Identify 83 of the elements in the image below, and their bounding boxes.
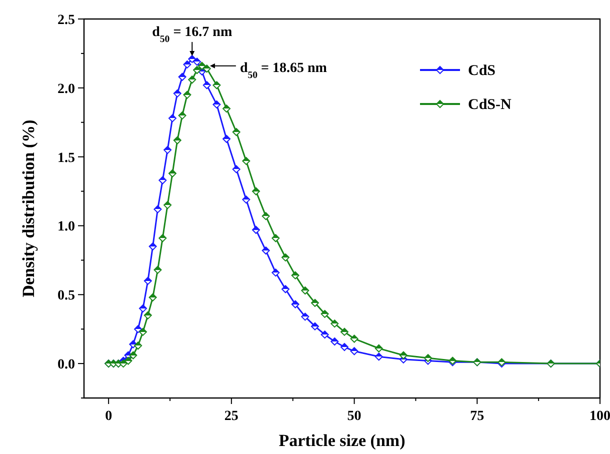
- point: [134, 325, 142, 334]
- x-axis-title: Particle size (nm): [278, 431, 406, 450]
- point: [340, 328, 348, 336]
- point: [129, 351, 138, 360]
- x-tick-label: 100: [590, 409, 610, 424]
- point: [424, 354, 432, 362]
- point: [340, 343, 348, 352]
- point: [212, 100, 221, 108]
- point: [168, 169, 176, 178]
- point: [330, 320, 339, 328]
- point: [272, 268, 280, 277]
- point: [272, 234, 280, 242]
- point: [320, 310, 329, 318]
- point: [320, 330, 329, 339]
- point: [281, 253, 290, 262]
- legend-label: CdS-N: [468, 97, 512, 113]
- point: [138, 304, 147, 312]
- point: [148, 293, 157, 302]
- y-tick-label: 1.5: [58, 150, 75, 166]
- x-tick-label: 75: [470, 409, 484, 424]
- point: [173, 89, 182, 98]
- point: [202, 64, 211, 73]
- point: [310, 298, 319, 307]
- point: [154, 205, 162, 214]
- point: [281, 285, 290, 294]
- annotation: d$_{50}$ = 16.7 nm: [152, 24, 232, 44]
- point: [262, 246, 270, 255]
- point: [262, 212, 270, 220]
- point: [193, 66, 202, 74]
- point: [310, 322, 319, 330]
- point: [178, 111, 186, 120]
- point: [183, 90, 192, 99]
- point: [202, 81, 211, 90]
- point: [212, 81, 221, 90]
- point: [164, 201, 172, 210]
- point: [252, 187, 260, 196]
- point: [144, 276, 152, 285]
- point: [134, 342, 142, 350]
- point: [291, 300, 300, 308]
- point: [232, 128, 240, 136]
- point: [301, 312, 310, 321]
- legend-label: CdS: [468, 63, 496, 79]
- point: [188, 76, 196, 84]
- point: [222, 134, 231, 143]
- point: [350, 347, 358, 356]
- x-tick-label: 50: [347, 409, 362, 424]
- point: [222, 104, 231, 113]
- point: [374, 352, 383, 361]
- point: [164, 146, 172, 154]
- point: [301, 286, 310, 294]
- point: [188, 54, 196, 63]
- point: [183, 60, 192, 68]
- point: [158, 234, 167, 242]
- x-tick-label: 25: [224, 409, 238, 424]
- point: [291, 271, 300, 280]
- point: [374, 344, 383, 352]
- y-tick-label: 1.0: [58, 220, 75, 235]
- point: [242, 196, 250, 204]
- point: [119, 360, 128, 368]
- point: [148, 242, 157, 250]
- y-tick-label: 0.0: [58, 358, 75, 373]
- point: [124, 356, 132, 365]
- y-tick-label: 0.5: [58, 288, 75, 304]
- point: [144, 311, 152, 320]
- point: [350, 334, 358, 343]
- point: [193, 58, 202, 66]
- y-tick-label: 2.5: [58, 13, 75, 28]
- point: [158, 176, 167, 184]
- point: [232, 165, 240, 174]
- point: [173, 136, 182, 144]
- point: [399, 351, 408, 360]
- point: [178, 72, 186, 81]
- point: [154, 266, 162, 274]
- point: [138, 328, 147, 336]
- point: [252, 226, 260, 234]
- x-tick-label: 0: [105, 409, 112, 424]
- point: [242, 156, 250, 165]
- y-axis-title: Density distribution (%): [19, 120, 38, 298]
- point: [330, 337, 339, 346]
- point: [168, 114, 176, 122]
- y-tick-label: 2.0: [58, 82, 75, 97]
- point: [198, 62, 206, 70]
- annotation: d$_{50}$ = 18.65 nm: [240, 60, 328, 80]
